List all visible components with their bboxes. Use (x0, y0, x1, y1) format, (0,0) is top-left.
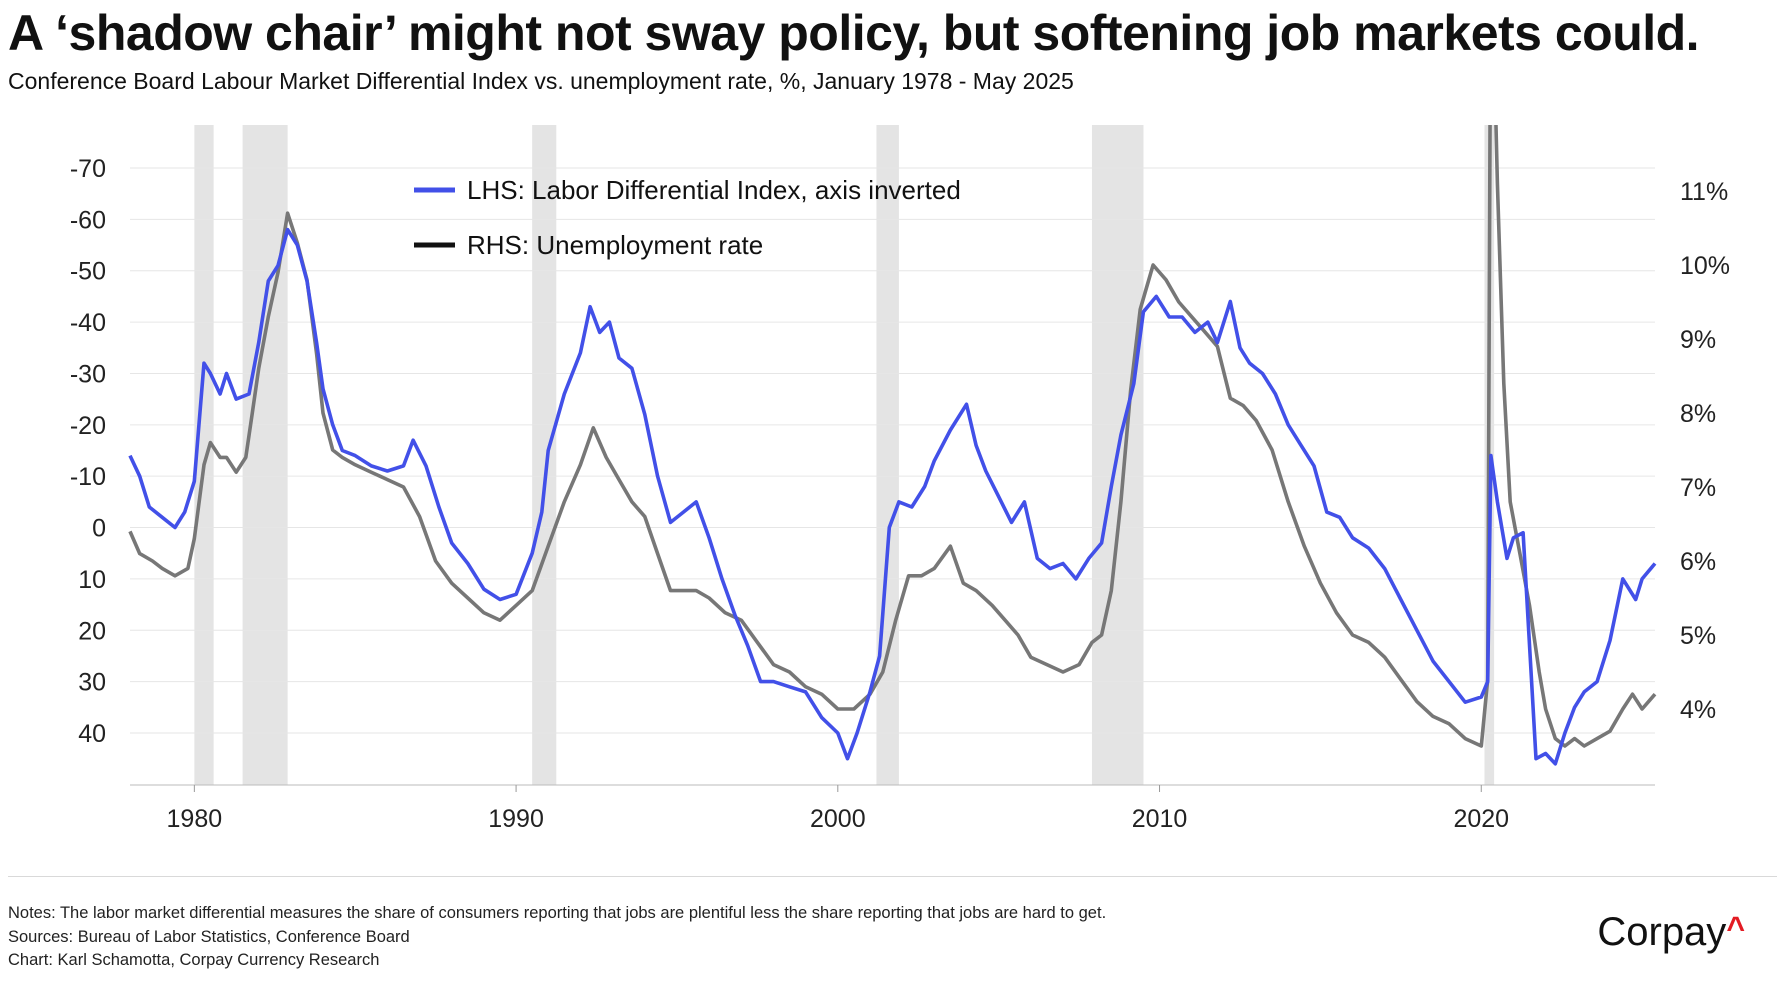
left-tick-label: -30 (70, 360, 106, 388)
left-tick-label: 0 (92, 515, 106, 543)
footer-divider (8, 876, 1777, 877)
legend-label: RHS: Unemployment rate (467, 230, 763, 260)
right-tick-label: 9% (1680, 326, 1716, 354)
chart-area: -70 -60 -50 -40 -30 -20 -10 0 10 20 30 40 4% 5% 6% 7% 8%… (70, 125, 1730, 833)
note-line: Notes: The labor market differential mea… (8, 904, 1107, 922)
recession-band (876, 125, 899, 785)
left-tick-label: -10 (70, 463, 106, 491)
x-tick-label: 2000 (810, 805, 866, 833)
recession-band (242, 125, 288, 785)
right-tick-label: 8% (1680, 400, 1716, 428)
x-tick-label: 2020 (1453, 805, 1509, 833)
credit-line: Chart: Karl Schamotta, Corpay Currency R… (8, 951, 380, 969)
logo-text: Corpay (1597, 910, 1727, 954)
left-tick-label: 20 (78, 617, 106, 645)
recession-band (194, 125, 214, 785)
right-tick-label: 4% (1680, 696, 1716, 724)
corpay-logo: Corpay^ (1597, 910, 1745, 955)
right-tick-label: 11% (1680, 178, 1728, 206)
left-tick-label: 40 (78, 720, 106, 748)
right-tick-label: 5% (1680, 622, 1716, 650)
chart-subtitle: Conference Board Labour Market Different… (8, 68, 1074, 94)
lhs-series-line (128, 227, 1657, 766)
x-tick-label: 2010 (1132, 805, 1188, 833)
right-tick-label: 6% (1680, 548, 1716, 576)
right-tick-label: 10% (1680, 252, 1730, 280)
notes-block: Notes: The labor market differential mea… (8, 902, 1106, 973)
rhs-series-line (128, 125, 1657, 748)
left-tick-label: -50 (70, 258, 106, 286)
left-tick-label: 30 (78, 669, 106, 697)
x-tick-label: 1980 (167, 805, 223, 833)
left-tick-label: -60 (70, 206, 106, 234)
chart-title: A ‘shadow chair’ might not sway policy, … (8, 5, 1700, 61)
left-tick-label: 10 (78, 566, 106, 594)
logo-caret-icon: ^ (1726, 910, 1745, 946)
left-tick-label: -20 (70, 412, 106, 440)
recession-band (532, 125, 557, 785)
left-tick-label: -70 (70, 155, 106, 183)
legend-label: LHS: Labor Differential Index, axis inve… (467, 175, 961, 205)
x-tick-label: 1990 (488, 805, 544, 833)
left-tick-label: -40 (70, 309, 106, 337)
right-tick-label: 7% (1680, 474, 1716, 502)
sources-line: Sources: Bureau of Labor Statistics, Con… (8, 927, 410, 946)
